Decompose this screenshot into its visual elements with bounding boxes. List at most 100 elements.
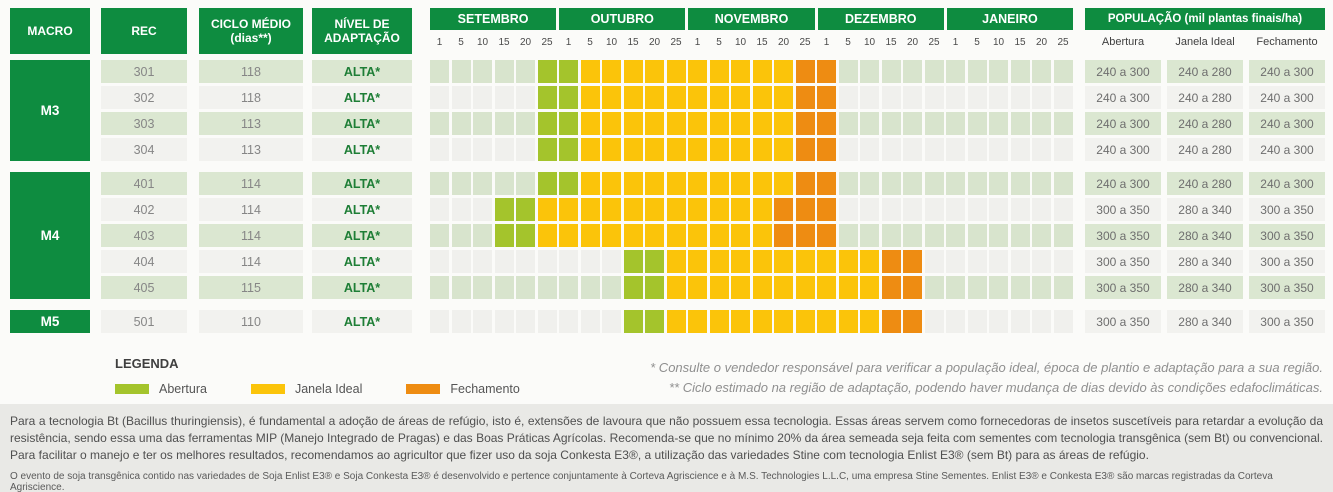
- calendar-cell: [774, 86, 793, 109]
- adaptacao-value: ALTA*: [312, 310, 412, 333]
- calendar-strip: [430, 138, 1073, 161]
- calendar-cell: [1053, 60, 1073, 83]
- calendar-cell: [666, 138, 686, 161]
- calendar-cell: [537, 112, 557, 135]
- variety-row: 405 115 ALTA* 300 a 350 280 a 340 300 a 350: [101, 276, 1325, 302]
- footnote-ciclo: ** Ciclo estimado na região de adaptação…: [668, 380, 1323, 395]
- calendar-cell: [451, 250, 471, 273]
- calendar-cell: [537, 198, 557, 221]
- calendar-cell: [709, 172, 729, 195]
- population-cells: 240 a 300 240 a 280 240 a 300: [1085, 60, 1325, 83]
- calendar-cell: [1010, 224, 1030, 247]
- calendar-cell: [623, 86, 643, 109]
- calendar-cell: [795, 310, 815, 333]
- calendar-cell: [881, 86, 901, 109]
- calendar-cell: [645, 224, 664, 247]
- calendar-cell: [817, 60, 836, 83]
- calendar-cell: [924, 224, 944, 247]
- calendar-cell: [752, 112, 772, 135]
- calendar-cell: [752, 276, 772, 299]
- calendar-cell: [903, 198, 922, 221]
- calendar-cell: [602, 276, 621, 299]
- calendar-cell: [666, 172, 686, 195]
- population-value: 300 a 350: [1085, 224, 1161, 247]
- calendar-cell: [752, 86, 772, 109]
- calendar-cell: [451, 172, 471, 195]
- calendar-cell: [645, 112, 664, 135]
- ciclo-value: 114: [199, 198, 303, 221]
- calendar-cell: [817, 224, 836, 247]
- calendar-cell: [989, 172, 1008, 195]
- adaptacao-value: ALTA*: [312, 60, 412, 83]
- population-value: 300 a 350: [1085, 198, 1161, 221]
- day-tick: 10: [476, 36, 489, 48]
- macro-rows: 501 110 ALTA* 300 a 350 280 a 340 300 a 350: [101, 310, 1325, 336]
- calendar-cell: [881, 276, 901, 299]
- adaptacao-value: ALTA*: [312, 172, 412, 195]
- calendar-cell: [795, 60, 815, 83]
- calendar-cell: [1032, 224, 1051, 247]
- day-tick: 20: [1035, 36, 1048, 48]
- calendar-cell: [817, 250, 836, 273]
- planting-calendar-table: MACRO REC CICLO MÉDIO (dias**) NÍVEL DE …: [10, 8, 1325, 336]
- calendar-cell: [580, 250, 600, 273]
- calendar-cell: [838, 198, 858, 221]
- calendar-cell: [451, 60, 471, 83]
- calendar-cell: [494, 60, 514, 83]
- legend-item: Fechamento: [406, 382, 520, 396]
- ciclo-value: 113: [199, 112, 303, 135]
- calendar-cell: [559, 310, 578, 333]
- calendar-cell: [666, 86, 686, 109]
- calendar-cell: [1053, 112, 1073, 135]
- day-tick: 5: [974, 36, 980, 48]
- calendar-cell: [903, 138, 922, 161]
- calendar-cell: [473, 310, 492, 333]
- calendar-cell: [602, 310, 621, 333]
- legend-item: Abertura: [115, 382, 207, 396]
- calendar-cell: [1010, 86, 1030, 109]
- calendar-cell: [623, 198, 643, 221]
- adaptacao-value: ALTA*: [312, 250, 412, 273]
- calendar-cell: [774, 276, 793, 299]
- population-value: 300 a 350: [1249, 276, 1325, 299]
- calendar-strip: [430, 112, 1073, 135]
- calendar-cell: [752, 250, 772, 273]
- calendar-cell: [817, 86, 836, 109]
- variety-row: 401 114 ALTA* 240 a 300 240 a 280 240 a 300: [101, 172, 1325, 198]
- calendar-cell: [1053, 250, 1073, 273]
- population-cells: 240 a 300 240 a 280 240 a 300: [1085, 172, 1325, 195]
- calendar-cell: [989, 138, 1008, 161]
- calendar-header: SETEMBRO OUTUBRO NOVEMBRO DEZEMBRO JANEIRO 1…: [430, 8, 1074, 54]
- calendar-cell: [580, 60, 600, 83]
- ciclo-value: 114: [199, 250, 303, 273]
- day-tick: 5: [716, 36, 722, 48]
- calendar-cell: [537, 310, 557, 333]
- legend-items: Abertura Janela Ideal Fechamento: [115, 382, 520, 396]
- variety-row: 501 110 ALTA* 300 a 350 280 a 340 300 a 350: [101, 310, 1325, 336]
- calendar-cell: [602, 250, 621, 273]
- calendar-cell: [946, 172, 965, 195]
- ciclo-value: 118: [199, 86, 303, 109]
- calendar-cell: [1010, 138, 1030, 161]
- day-tick: 15: [885, 36, 897, 48]
- day-tick: 20: [777, 36, 790, 48]
- calendar-cell: [1010, 250, 1030, 273]
- calendar-cell: [967, 138, 987, 161]
- day-tick: 20: [906, 36, 919, 48]
- population-value: 280 a 340: [1167, 276, 1243, 299]
- calendar-cell: [666, 276, 686, 299]
- calendar-cell: [688, 224, 707, 247]
- calendar-cell: [709, 198, 729, 221]
- calendar-cell: [795, 172, 815, 195]
- day-tick: 1: [952, 36, 959, 48]
- calendar-cell: [645, 276, 664, 299]
- ciclo-value: 113: [199, 138, 303, 161]
- day-tick: 25: [928, 36, 940, 48]
- calendar-cell: [903, 224, 922, 247]
- calendar-cell: [774, 224, 793, 247]
- calendar-cell: [688, 112, 707, 135]
- calendar-cell: [1010, 112, 1030, 135]
- calendar-cell: [989, 198, 1008, 221]
- calendar-cell: [709, 276, 729, 299]
- ciclo-value: 115: [199, 276, 303, 299]
